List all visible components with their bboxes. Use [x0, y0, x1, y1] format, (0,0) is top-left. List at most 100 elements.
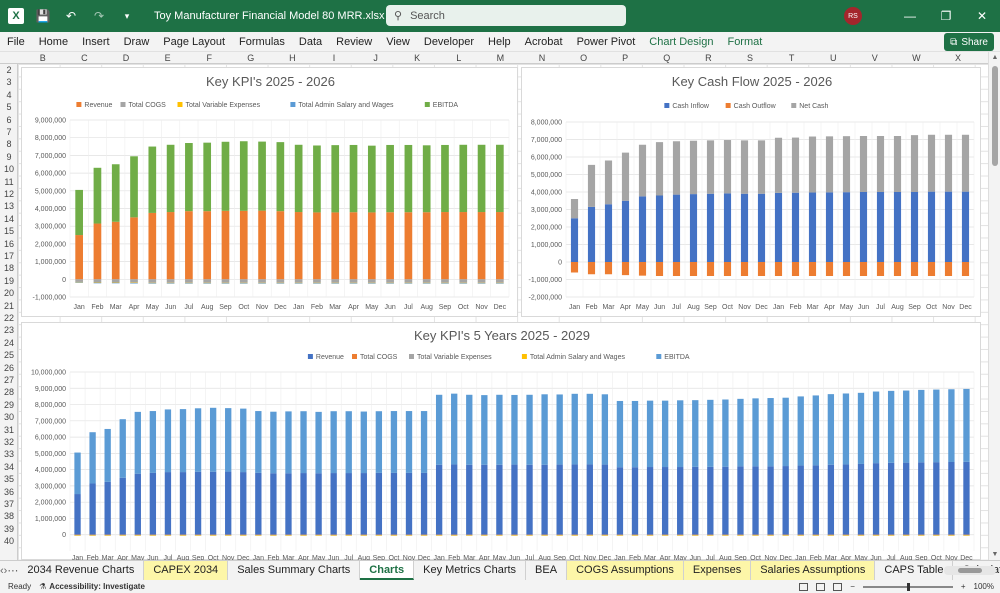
bar-segment[interactable] [451, 393, 458, 465]
bar-segment[interactable] [797, 396, 804, 466]
sheet-tab[interactable]: Sales Summary Charts [228, 561, 361, 580]
bar-segment[interactable] [496, 279, 504, 283]
bar-segment[interactable] [887, 534, 895, 536]
bar-segment[interactable] [631, 400, 639, 468]
bar-segment[interactable] [692, 400, 699, 467]
ribbon-tab-draw[interactable]: Draw [123, 35, 150, 48]
bar-segment[interactable] [587, 164, 596, 207]
share-button[interactable]: ⧉ Share [944, 33, 994, 51]
ribbon-tab-developer[interactable]: Developer [423, 35, 475, 48]
bar-segment[interactable] [812, 535, 819, 536]
bar-segment[interactable] [827, 535, 835, 536]
row-header[interactable]: 39 [3, 523, 14, 534]
bar-segment[interactable] [294, 212, 303, 280]
bar-segment[interactable] [435, 535, 443, 536]
bar-segment[interactable] [390, 535, 398, 536]
save-icon[interactable]: 💾 [35, 9, 51, 23]
row-header[interactable]: 7 [6, 127, 12, 137]
bar-segment[interactable] [185, 283, 193, 284]
bar-segment[interactable] [842, 464, 850, 535]
bar-segment[interactable] [616, 467, 624, 535]
bar-segment[interactable] [963, 388, 970, 462]
bar-segment[interactable] [313, 279, 321, 283]
bar-segment[interactable] [827, 464, 835, 535]
bar-segment[interactable] [496, 464, 503, 535]
bar-segment[interactable] [791, 137, 800, 193]
bar-segment[interactable] [774, 137, 783, 193]
bar-segment[interactable] [148, 212, 157, 280]
bar-segment[interactable] [119, 534, 126, 536]
bar-segment[interactable] [541, 464, 548, 535]
bar-segment[interactable] [270, 411, 277, 474]
bar-segment[interactable] [130, 217, 138, 280]
bar-segment[interactable] [661, 400, 669, 468]
bar-segment[interactable] [722, 535, 729, 536]
bar-segment[interactable] [859, 262, 868, 276]
bar-segment[interactable] [752, 535, 759, 536]
sheet-tab[interactable]: Charts [360, 561, 415, 580]
bar-segment[interactable] [89, 534, 96, 536]
bar-segment[interactable] [441, 282, 449, 284]
bar-segment[interactable] [104, 534, 111, 536]
bar-segment[interactable] [887, 535, 895, 536]
bar-segment[interactable] [390, 472, 398, 535]
bar-segment[interactable] [948, 389, 955, 462]
bar-segment[interactable] [661, 534, 669, 536]
bar-segment[interactable] [315, 473, 322, 535]
row-header[interactable]: 32 [3, 437, 14, 447]
bar-segment[interactable] [511, 394, 518, 465]
redo-icon[interactable]: ↷ [93, 9, 105, 23]
bar-segment[interactable] [812, 395, 819, 466]
bar-segment[interactable] [737, 398, 744, 467]
bar-segment[interactable] [571, 534, 578, 536]
row-header[interactable]: 4 [6, 89, 12, 100]
bar-segment[interactable] [571, 464, 578, 535]
bar-segment[interactable] [93, 223, 102, 280]
bar-segment[interactable] [511, 534, 518, 536]
bar-segment[interactable] [638, 196, 647, 262]
bar-segment[interactable] [477, 279, 486, 283]
bar-segment[interactable] [646, 535, 654, 536]
column-header[interactable]: E [164, 53, 171, 63]
bar-segment[interactable] [240, 408, 247, 473]
bar-segment[interactable] [872, 463, 880, 535]
bar-segment[interactable] [111, 221, 120, 280]
column-header[interactable]: L [456, 53, 462, 63]
bar-segment[interactable] [767, 534, 774, 536]
bar-segment[interactable] [459, 279, 468, 283]
bar-segment[interactable] [752, 534, 759, 536]
bar-segment[interactable] [89, 432, 96, 484]
bar-segment[interactable] [556, 394, 563, 465]
bar-segment[interactable] [148, 146, 157, 213]
bar-segment[interactable] [541, 394, 548, 465]
bar-segment[interactable] [104, 481, 111, 535]
bar-segment[interactable] [313, 282, 321, 284]
bar-segment[interactable] [638, 262, 647, 276]
bar-segment[interactable] [601, 464, 609, 535]
bar-segment[interactable] [481, 534, 488, 536]
bar-segment[interactable] [459, 144, 468, 213]
bar-segment[interactable] [149, 534, 157, 536]
bar-segment[interactable] [740, 140, 749, 194]
chart-key-cash-flow-2025-2026[interactable]: Key Cash Flow 2025 - 2026 Cash Inflow Cash… [521, 67, 981, 317]
column-header[interactable]: T [788, 53, 795, 63]
column-header[interactable]: K [414, 53, 421, 63]
bar-segment[interactable] [842, 393, 850, 465]
bar-segment[interactable] [360, 534, 367, 536]
bar-segment[interactable] [757, 140, 766, 194]
bar-segment[interactable] [961, 191, 970, 262]
ribbon-tab-review[interactable]: Review [336, 35, 373, 48]
bar-segment[interactable] [903, 534, 910, 536]
bar-segment[interactable] [239, 279, 248, 283]
column-header[interactable]: P [622, 53, 629, 63]
bar-segment[interactable] [89, 535, 96, 536]
bar-segment[interactable] [74, 534, 81, 536]
bar-segment[interactable] [459, 212, 468, 280]
bar-segment[interactable] [556, 535, 563, 536]
bar-segment[interactable] [737, 534, 744, 536]
bar-segment[interactable] [827, 534, 835, 536]
bar-segment[interactable] [149, 535, 157, 536]
bar-segment[interactable] [209, 407, 217, 472]
column-header[interactable]: D [122, 53, 130, 63]
bar-segment[interactable] [349, 283, 358, 284]
